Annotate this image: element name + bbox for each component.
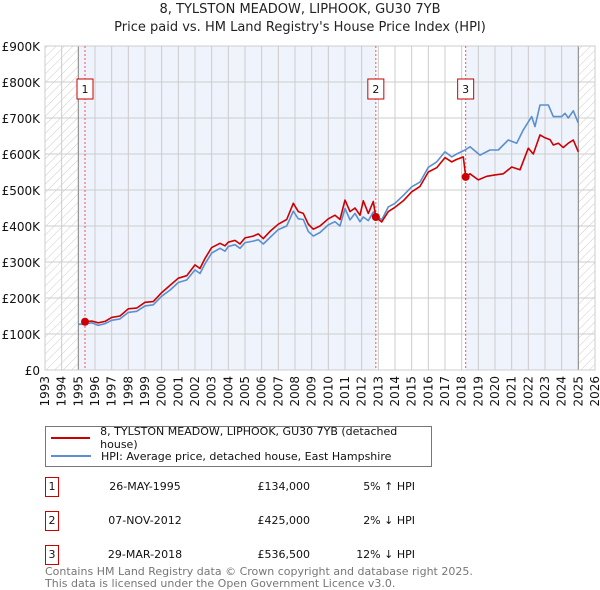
- x-tick-label: 2005: [238, 376, 252, 407]
- sale-hpi-diff: 2% ↓ HPI: [363, 514, 415, 527]
- y-tick-label: £100K: [2, 328, 42, 342]
- legend: 8, TYLSTON MEADOW, LIPHOOK, GU30 7YB (de…: [45, 425, 432, 467]
- x-tick-label: 2022: [521, 376, 535, 407]
- sale-row: 1 26-MAY-1995 £134,000 5% ↑ HPI: [45, 477, 445, 499]
- sale-point: [461, 172, 470, 181]
- sale-point: [81, 317, 89, 326]
- x-tick-label: 2001: [171, 376, 185, 407]
- x-tick-label: 2014: [388, 376, 402, 407]
- y-tick-label: £500K: [2, 184, 42, 198]
- x-tick-label: 2020: [488, 376, 502, 407]
- sale-label: 3: [462, 83, 469, 96]
- x-tick-label: 1998: [121, 376, 135, 407]
- x-tick-label: 2008: [288, 376, 302, 407]
- chart-title: 8, TYLSTON MEADOW, LIPHOOK, GU30 7YB: [159, 2, 441, 17]
- x-tick-label: 2016: [421, 376, 435, 407]
- legend-label-hpi: HPI: Average price, detached house, East…: [101, 449, 392, 463]
- sale-price: £536,500: [257, 548, 311, 561]
- x-tick-label: 2000: [155, 376, 169, 407]
- y-tick-label: £900K: [2, 40, 42, 54]
- sale-number-badge: 2: [45, 511, 59, 531]
- x-tick-label: 2017: [438, 376, 452, 407]
- sale-hpi-diff: 5% ↑ HPI: [363, 480, 415, 493]
- x-tick-label: 1999: [138, 376, 152, 407]
- price-chart: 1993 1994 1995 1996 1997 1998 1999 2000 2001 2002…: [2, 40, 600, 407]
- x-tick-label: 2021: [505, 376, 519, 407]
- x-tick-label: 2006: [255, 376, 269, 407]
- sale-label-box: [76, 78, 94, 100]
- hpi-line: [78, 104, 580, 327]
- x-tick-label: 2025: [571, 376, 585, 407]
- plot-border: [44, 45, 596, 371]
- legend-item-property: 8, TYLSTON MEADOW, LIPHOOK, GU30 7YB (de…: [51, 425, 431, 451]
- x-tick-label: 2002: [188, 376, 202, 407]
- legend-swatch-red: [51, 437, 91, 439]
- legend-item-hpi: HPI: Average price, detached house, East…: [51, 447, 391, 465]
- x-tick-label: 2023: [538, 376, 552, 407]
- sale-label: 2: [372, 83, 379, 96]
- sale-point: [371, 213, 380, 221]
- shaded-period: [78, 46, 376, 370]
- y-tick-label: £300K: [2, 256, 42, 270]
- chart-subtitle: Price paid vs. HM Land Registry's House …: [114, 20, 486, 35]
- x-tick-label: 2007: [271, 376, 285, 407]
- sale-price: £425,000: [257, 514, 311, 527]
- sale-label-box: [367, 78, 385, 100]
- sale-label: 1: [82, 83, 89, 96]
- x-tick-label: 2026: [588, 376, 600, 407]
- x-tick-label: 2003: [205, 376, 219, 407]
- x-tick-label: 1995: [71, 376, 85, 407]
- y-tick-label: £600K: [2, 148, 42, 162]
- sale-price: £134,000: [257, 480, 311, 493]
- shaded-period: [465, 46, 579, 370]
- x-tick-label: 1996: [88, 376, 102, 407]
- x-tick-label: 2013: [371, 376, 385, 407]
- x-tick-label: 1994: [55, 376, 69, 407]
- legend-label-property: 8, TYLSTON MEADOW, LIPHOOK, GU30 7YB (de…: [100, 425, 398, 451]
- sale-date: 07-NOV-2012: [108, 514, 182, 527]
- x-tick-label: 2015: [405, 376, 419, 407]
- x-tick-label: 2010: [321, 376, 335, 407]
- x-tick-label: 2018: [455, 376, 469, 407]
- x-tick-label: 2012: [355, 376, 369, 407]
- sale-hpi-diff: 12% ↓ HPI: [356, 548, 415, 561]
- x-tick-label: 2011: [338, 376, 352, 407]
- sale-label-box: [457, 78, 475, 100]
- sale-row: 2 07-NOV-2012 £425,000 2% ↓ HPI: [45, 511, 445, 533]
- x-tick-label: 1997: [105, 376, 119, 407]
- property-price-line: [84, 134, 580, 324]
- sale-number-badge: 1: [45, 477, 59, 497]
- sale-number-badge: 3: [45, 545, 59, 565]
- footer-copyright: Contains HM Land Registry data © Crown c…: [45, 565, 473, 578]
- x-tick-label: 2019: [471, 376, 485, 407]
- footer-licence: This data is licensed under the Open Gov…: [45, 577, 396, 590]
- sale-date: 26-MAY-1995: [109, 480, 181, 493]
- sale-row: 3 29-MAR-2018 £536,500 12% ↓ HPI: [45, 545, 445, 567]
- x-tick-label: 2024: [555, 376, 569, 407]
- hatched-no-data-right: [578, 46, 595, 370]
- x-tick-label: 2004: [221, 376, 235, 407]
- y-tick-label: £400K: [2, 220, 42, 234]
- legend-swatch-blue: [51, 455, 91, 457]
- y-tick-label: £200K: [2, 292, 42, 306]
- y-tick-label: £800K: [2, 76, 42, 90]
- sale-date: 29-MAR-2018: [107, 548, 183, 561]
- x-tick-label: 1993: [38, 376, 52, 407]
- y-tick-label: £700K: [2, 112, 42, 126]
- x-tick-label: 2009: [305, 376, 319, 407]
- y-tick-label: £0: [25, 364, 40, 378]
